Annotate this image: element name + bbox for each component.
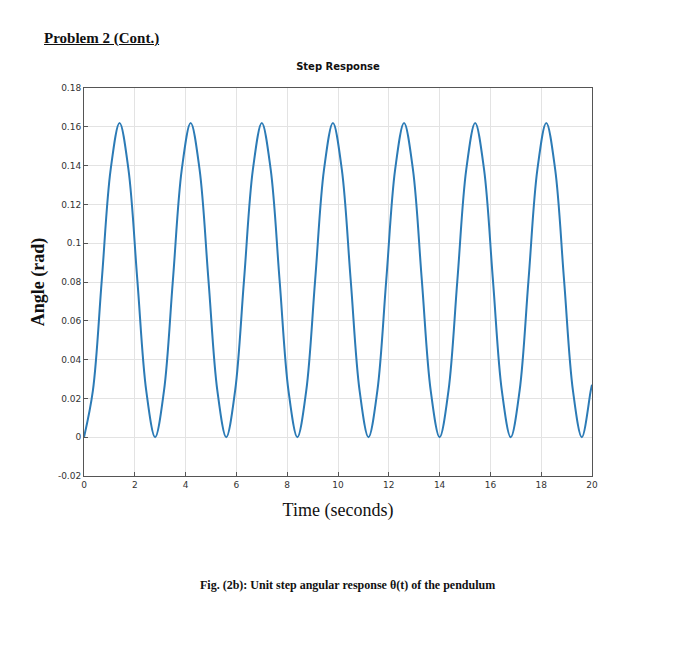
svg-text:0: 0 [75, 432, 81, 442]
svg-text:Angle (rad): Angle (rad) [28, 238, 49, 327]
svg-text:0.16: 0.16 [61, 122, 81, 132]
html-text:Problem 2 (Cont.): Problem 2 (Cont.) [44, 30, 160, 46]
svg-text:6: 6 [234, 480, 240, 490]
svg-text:4: 4 [183, 480, 189, 490]
svg-text:0.04: 0.04 [61, 355, 81, 365]
svg-text:2: 2 [132, 480, 138, 490]
svg-text:16: 16 [485, 480, 497, 490]
svg-text:12: 12 [383, 480, 394, 490]
svg-text:10: 10 [332, 480, 344, 490]
svg-text:18: 18 [535, 480, 547, 490]
svg-text:8: 8 [284, 480, 290, 490]
svg-text:Step Response: Step Response [296, 61, 380, 72]
svg-text:0.14: 0.14 [61, 161, 81, 171]
svg-text:0.18: 0.18 [61, 83, 81, 93]
svg-text:14: 14 [434, 480, 446, 490]
svg-text:-0.02: -0.02 [58, 471, 81, 481]
html-text:Fig. (2b): Unit step angular r: Fig. (2b): Unit step angular response θ(… [200, 578, 496, 592]
svg-text:0.02: 0.02 [61, 394, 81, 404]
svg-text:20: 20 [586, 480, 598, 490]
svg-text:0.1: 0.1 [67, 238, 81, 248]
svg-text:0.08: 0.08 [61, 277, 81, 287]
svg-text:Time (seconds): Time (seconds) [283, 500, 394, 521]
svg-text:0.12: 0.12 [61, 200, 81, 210]
svg-text:0: 0 [81, 480, 87, 490]
svg-text:0.06: 0.06 [61, 316, 81, 326]
